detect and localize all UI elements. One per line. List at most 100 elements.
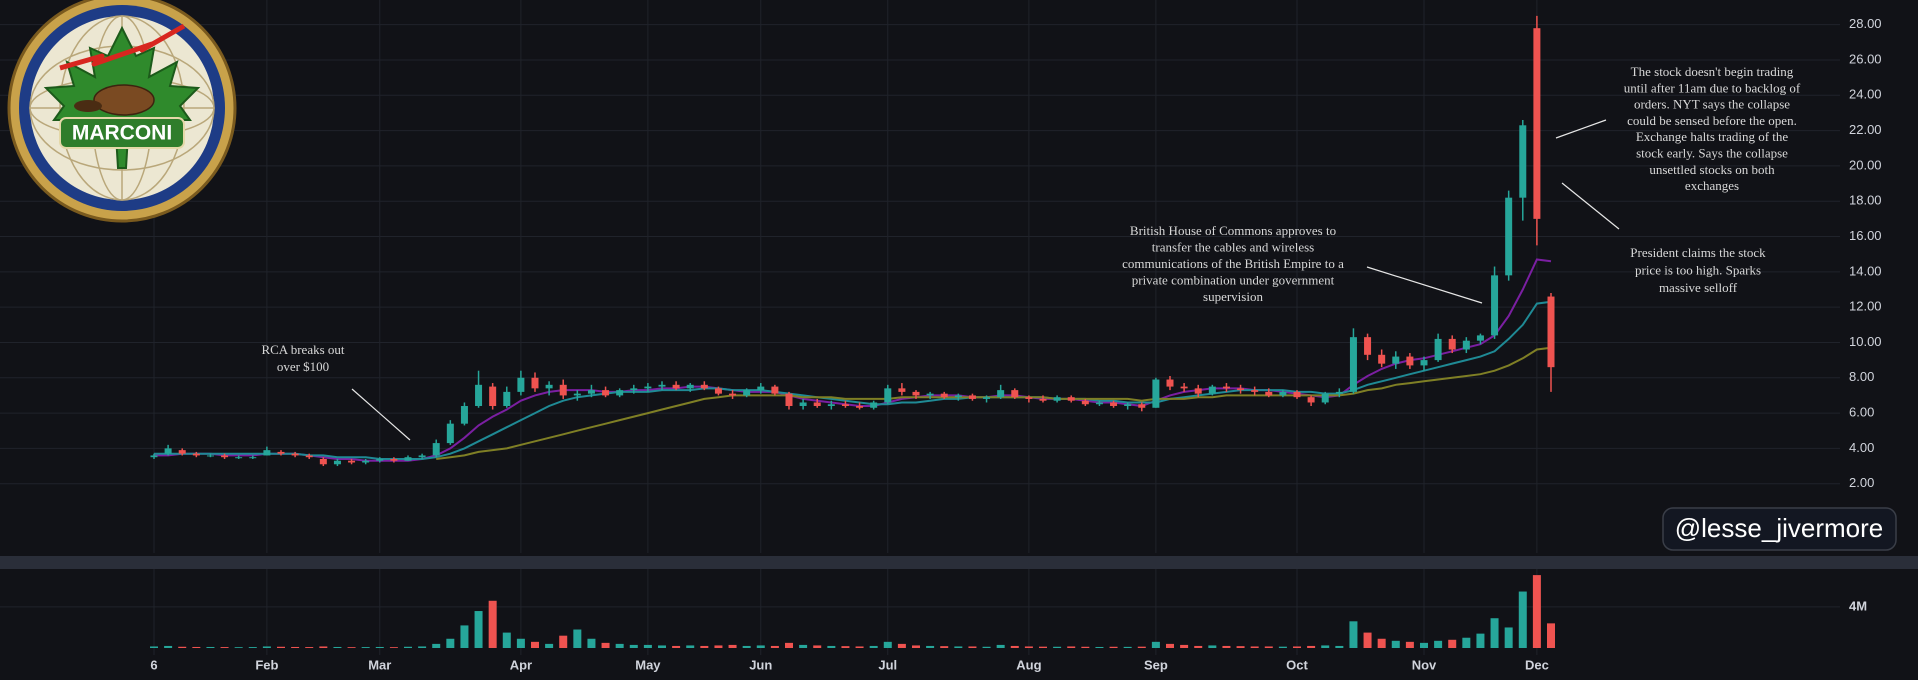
volume-bar (488, 600, 497, 648)
candle-body (700, 384, 708, 389)
candle-body (460, 406, 468, 424)
volume-bar (1166, 643, 1174, 648)
candle-body (686, 384, 694, 389)
y-tick-label: 4.00 (1849, 440, 1874, 455)
candle-body (475, 384, 483, 407)
candle-body (729, 393, 737, 396)
candle-body (1420, 360, 1428, 366)
annotation-pointer (1366, 266, 1483, 304)
logo-banner (59, 117, 185, 149)
candle-body (1406, 356, 1414, 366)
annotation-text: over $100 (277, 359, 329, 374)
volume-bar (1293, 646, 1301, 648)
candle-body (150, 455, 158, 458)
volume-bar (1462, 637, 1471, 648)
volume-bar (1434, 640, 1443, 648)
candle-body (997, 390, 1005, 398)
candle-body (362, 460, 370, 463)
candle-body (333, 460, 341, 465)
volume-bar (770, 645, 779, 648)
grid: 2.00 4.00 6.00 8.00 10.00 12.00 14.00 16.00 18.0… (0, 0, 1882, 672)
volume-bar (1307, 645, 1316, 648)
candle-body (559, 384, 567, 396)
beaver (93, 84, 155, 116)
candle-body (1222, 386, 1230, 389)
volume-bar (1335, 645, 1344, 648)
x-tick-label: Nov (1412, 657, 1437, 672)
volume-bar (262, 646, 271, 648)
x-tick-label: Dec (1525, 657, 1549, 672)
volume-bar (1067, 646, 1076, 648)
candle-body (898, 388, 906, 392)
candle-body (785, 393, 793, 407)
volume-bar (728, 644, 737, 648)
candle-body (545, 384, 553, 389)
x-tick-label: Apr (510, 657, 532, 672)
volume-bar (375, 646, 384, 648)
candle-body (206, 455, 214, 457)
volume-bar (206, 646, 215, 648)
volume-bar (178, 646, 187, 648)
volume-bar (1377, 638, 1386, 648)
candle-body (1434, 338, 1442, 361)
volume-bar (672, 645, 681, 648)
volume-bar (869, 645, 878, 648)
volume-bar (643, 644, 652, 648)
candle-body (192, 453, 200, 456)
volume-bar (1123, 646, 1132, 648)
candle-body (1321, 393, 1329, 403)
candle-body (644, 386, 652, 389)
pane-separator (0, 556, 1918, 569)
candle-body (771, 386, 779, 394)
volume-bar (1194, 645, 1203, 648)
volume-bar (277, 646, 285, 648)
volume-bar (996, 644, 1005, 648)
volume-bar (516, 638, 525, 648)
candle-body (757, 386, 765, 391)
candle-body (968, 395, 976, 399)
volume-bar (1321, 645, 1330, 648)
candle-body (249, 457, 257, 459)
candle-body (870, 402, 878, 408)
volume-bar (248, 647, 257, 648)
y-tick-label: 8.00 (1849, 369, 1874, 384)
y-tick-label: 26.00 (1849, 51, 1882, 66)
candle-body (1505, 197, 1513, 276)
x-tick-label: Sep (1144, 657, 1168, 672)
annotation-text: supervision (1203, 289, 1263, 304)
candle-body (277, 451, 285, 454)
candle-body (1039, 398, 1047, 401)
candle-body (1011, 390, 1019, 398)
volume-bar (1476, 633, 1485, 648)
volume-bar (573, 629, 582, 648)
candle-body (1251, 390, 1259, 392)
candle-body (1237, 388, 1245, 391)
volume-bar (1420, 642, 1428, 648)
annotation-pointer (351, 388, 411, 441)
candle-body (743, 390, 751, 396)
y-tick-label: 6.00 (1849, 405, 1874, 420)
candle-body (602, 390, 610, 396)
logo-text: MARCONI (72, 122, 172, 145)
volume-bar (827, 645, 836, 648)
candle-body (658, 384, 666, 387)
candle-body (1462, 340, 1470, 350)
volume-bar (150, 646, 158, 648)
annotation-pointer (1561, 182, 1620, 230)
candle-body (1279, 391, 1287, 396)
volume-bar (601, 642, 610, 648)
candle-body (1194, 388, 1202, 394)
candle-body (164, 448, 172, 454)
volume-bar (545, 643, 554, 648)
annotation-text: exchanges (1685, 178, 1739, 193)
volume-bar (1349, 621, 1358, 648)
x-tick-label: 6 (150, 657, 157, 672)
candle-body (827, 404, 835, 407)
candle-body (983, 397, 991, 399)
candle-body (799, 402, 807, 407)
x-tick-label: Oct (1286, 657, 1308, 672)
volume-bar (756, 645, 765, 648)
volume-bar (305, 647, 314, 648)
candle-body (1448, 338, 1456, 350)
